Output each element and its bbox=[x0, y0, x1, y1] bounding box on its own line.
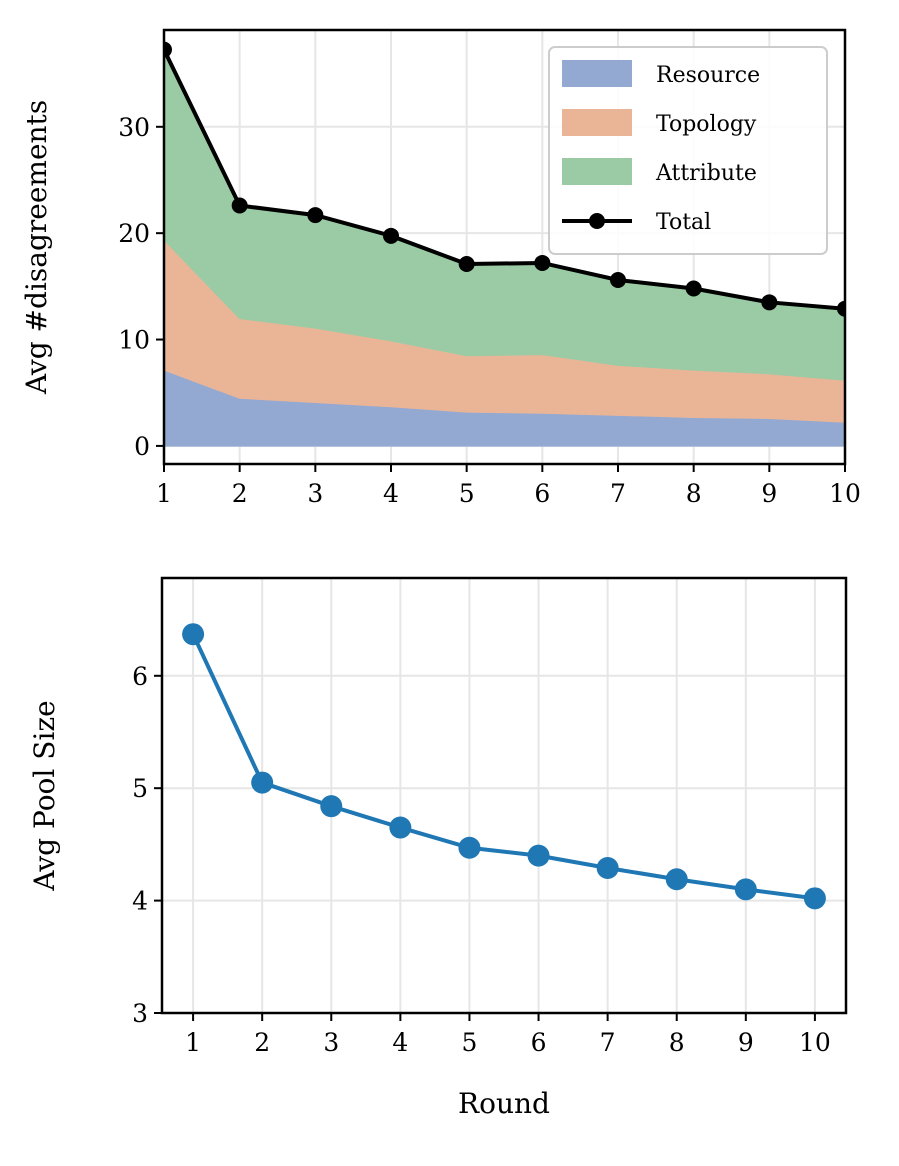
legend-swatch-icon bbox=[562, 158, 632, 185]
grid bbox=[162, 578, 846, 1014]
x-tick-label: 1 bbox=[185, 1028, 201, 1057]
legend-marker-icon bbox=[589, 213, 605, 229]
data-point bbox=[837, 300, 845, 317]
data-point bbox=[383, 227, 399, 244]
y-tick-label: 10 bbox=[118, 326, 150, 355]
x-tick-label: 3 bbox=[307, 479, 323, 508]
x-tick-label: 4 bbox=[383, 479, 399, 508]
disagreements-chart: 1 2 3 4 5 6 7 8 9 10 0 10 20 30 Avg #disagreements Reso… bbox=[20, 28, 861, 508]
axes-frame bbox=[160, 576, 848, 1015]
data-point bbox=[458, 836, 481, 859]
legend-frame bbox=[548, 46, 828, 255]
data-point bbox=[231, 197, 248, 214]
x-tick-label: 10 bbox=[829, 479, 861, 508]
data-point bbox=[803, 887, 826, 910]
data-point bbox=[596, 857, 619, 879]
y-tick-label: 0 bbox=[134, 432, 150, 461]
y-tick-label: 6 bbox=[132, 662, 148, 691]
x-tick-label: 6 bbox=[531, 1028, 547, 1057]
x-tick-label: 3 bbox=[323, 1028, 339, 1057]
data-point bbox=[182, 623, 205, 646]
data-point bbox=[458, 256, 475, 273]
y-tick-label: 4 bbox=[132, 887, 148, 916]
axes-frame bbox=[162, 28, 847, 466]
pool-size-chart: 1 2 3 4 5 6 7 8 9 10 3 4 5 6 Avg Pool Size Round bbox=[28, 576, 848, 1120]
data-point bbox=[307, 207, 324, 224]
plot-area bbox=[182, 623, 826, 910]
x-tick-label: 7 bbox=[610, 479, 626, 508]
y-tick-label: 30 bbox=[118, 113, 150, 142]
legend-entry: Resource bbox=[656, 63, 760, 88]
data-point bbox=[527, 844, 550, 867]
x-tick-label: 5 bbox=[459, 479, 475, 508]
data-point bbox=[734, 878, 757, 901]
x-tick-label: 9 bbox=[738, 1028, 754, 1057]
data-point bbox=[389, 816, 412, 839]
x-tick-label: 8 bbox=[669, 1028, 685, 1057]
data-point bbox=[534, 254, 551, 271]
x-tick-label: 9 bbox=[761, 479, 777, 508]
x-tick-label: 10 bbox=[799, 1028, 831, 1057]
data-point bbox=[164, 41, 172, 58]
x-axis-label: Round bbox=[458, 1087, 550, 1120]
data-point bbox=[761, 294, 778, 311]
data-point bbox=[665, 868, 688, 891]
x-tick-label: 7 bbox=[600, 1028, 616, 1057]
x-tick-label: 1 bbox=[156, 479, 172, 508]
x-tick-label: 5 bbox=[462, 1028, 478, 1057]
legend-entry: Attribute bbox=[655, 161, 757, 186]
x-tick-label: 4 bbox=[392, 1028, 408, 1057]
y-axis-label: Avg #disagreements bbox=[20, 100, 53, 395]
legend-swatch-icon bbox=[562, 60, 632, 87]
legend: Resource Topology Attribute Total bbox=[548, 46, 828, 255]
y-tick-label: 3 bbox=[132, 999, 148, 1028]
data-point bbox=[320, 795, 343, 818]
legend-swatch-icon bbox=[562, 109, 632, 136]
x-tick-label: 6 bbox=[534, 479, 550, 508]
legend-entry: Total bbox=[656, 210, 711, 235]
legend-entry: Topology bbox=[656, 112, 757, 137]
series-line bbox=[191, 633, 816, 901]
x-tick-label: 8 bbox=[686, 479, 702, 508]
y-axis-label: Avg Pool Size bbox=[28, 700, 61, 891]
y-tick-label: 20 bbox=[118, 219, 150, 248]
data-point bbox=[251, 771, 274, 794]
data-point bbox=[685, 280, 702, 297]
plot-area bbox=[164, 41, 845, 447]
data-point bbox=[610, 271, 626, 288]
x-tick-label: 2 bbox=[232, 479, 248, 508]
x-tick-label: 2 bbox=[254, 1028, 270, 1057]
y-tick-label: 5 bbox=[132, 774, 148, 803]
series-line bbox=[164, 48, 845, 311]
